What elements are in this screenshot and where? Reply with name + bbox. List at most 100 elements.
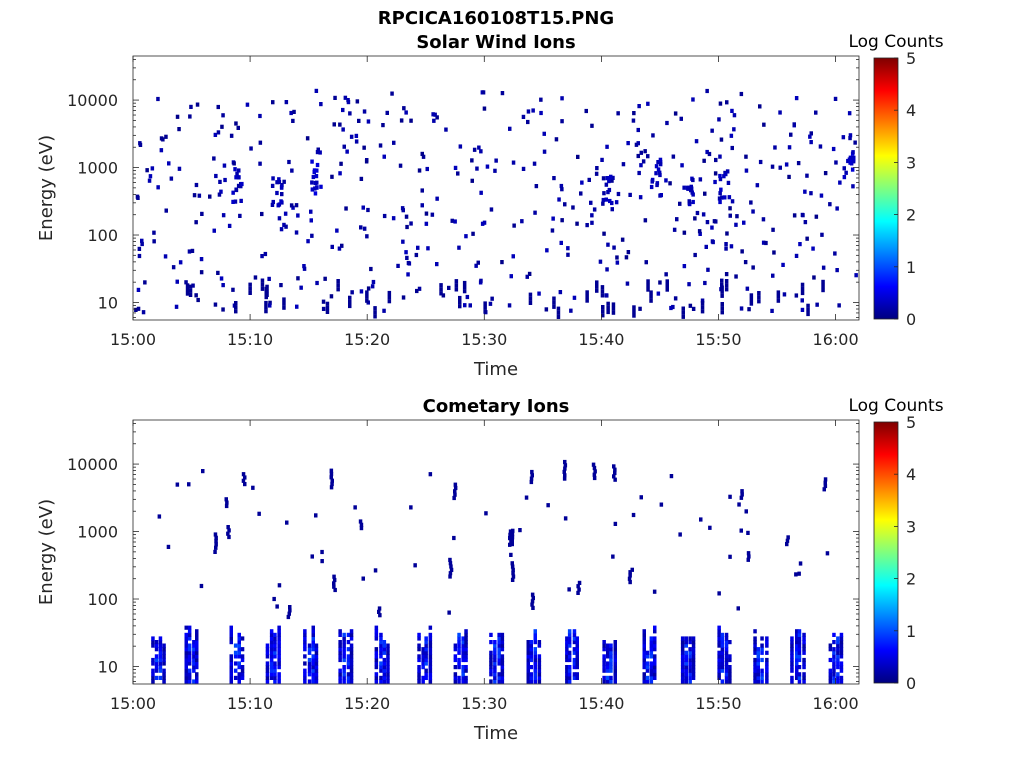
data-burst-cell bbox=[379, 632, 383, 637]
data-burst-cell bbox=[565, 640, 569, 645]
data-burst-cell bbox=[489, 668, 493, 673]
data-cell bbox=[439, 283, 443, 288]
data-cell bbox=[258, 161, 262, 166]
data-cell bbox=[719, 137, 724, 142]
data-burst-cell bbox=[273, 650, 277, 655]
data-burst-cell bbox=[567, 665, 572, 670]
data-cell bbox=[841, 135, 846, 140]
data-cell bbox=[746, 551, 751, 556]
data-burst-cell bbox=[464, 640, 468, 645]
data-cell bbox=[387, 299, 392, 304]
data-cell bbox=[566, 246, 570, 251]
data-cell bbox=[652, 589, 657, 594]
data-burst-cell bbox=[342, 640, 346, 645]
data-cell bbox=[610, 178, 614, 183]
data-burst-cell bbox=[688, 668, 692, 673]
data-burst-cell bbox=[154, 643, 159, 648]
data-burst-cell bbox=[269, 636, 274, 641]
data-cell bbox=[566, 252, 570, 257]
data-burst-cell bbox=[828, 668, 833, 673]
data-cell bbox=[294, 230, 299, 235]
data-burst-cell bbox=[724, 665, 729, 670]
data-burst-cell bbox=[802, 672, 806, 677]
data-burst-cell bbox=[240, 636, 245, 641]
data-cell bbox=[656, 291, 661, 296]
data-cell bbox=[214, 173, 218, 179]
data-burst-cell bbox=[184, 632, 188, 637]
data-cell bbox=[646, 287, 650, 292]
data-burst-cell bbox=[765, 665, 769, 670]
data-cell bbox=[576, 584, 580, 589]
data-cell bbox=[310, 233, 314, 238]
data-burst-cell bbox=[795, 636, 799, 641]
data-burst-cell bbox=[307, 657, 312, 663]
data-burst-cell bbox=[187, 643, 192, 648]
data-burst-cell bbox=[756, 654, 760, 659]
y-axis-label: Energy (eV) bbox=[36, 499, 57, 605]
data-cell bbox=[409, 118, 413, 123]
data-cell bbox=[532, 161, 537, 166]
data-cell bbox=[508, 542, 512, 547]
data-burst-cell bbox=[691, 661, 696, 666]
data-cell bbox=[332, 122, 336, 127]
data-cell bbox=[665, 283, 669, 288]
data-burst-cell bbox=[613, 679, 617, 684]
data-burst-cell bbox=[311, 647, 315, 652]
data-burst-cell bbox=[273, 675, 277, 680]
data-cell bbox=[337, 246, 342, 251]
data-burst-cell bbox=[428, 665, 433, 670]
data-burst-cell bbox=[691, 643, 696, 648]
data-cell bbox=[357, 118, 361, 123]
data-cell bbox=[606, 309, 610, 315]
colorbar-tick-label: 0 bbox=[906, 310, 916, 329]
data-burst-cell bbox=[684, 640, 688, 645]
data-burst-cell bbox=[756, 672, 760, 677]
data-burst-cell bbox=[753, 657, 757, 663]
data-burst-cell bbox=[489, 672, 493, 677]
data-cell bbox=[378, 143, 383, 148]
data-burst-cell bbox=[303, 632, 307, 637]
data-cell bbox=[529, 476, 534, 481]
data-burst-cell bbox=[691, 636, 696, 641]
data-burst-cell bbox=[346, 654, 351, 659]
data-cell bbox=[627, 576, 632, 581]
data-burst-cell bbox=[613, 672, 617, 677]
data-burst-cell bbox=[346, 657, 351, 663]
data-burst-cell bbox=[417, 647, 421, 652]
data-cell bbox=[325, 305, 330, 310]
data-cell bbox=[594, 171, 599, 176]
data-cell bbox=[651, 133, 655, 138]
data-cell bbox=[526, 119, 530, 125]
data-cell bbox=[550, 228, 555, 233]
data-cell bbox=[134, 307, 138, 312]
data-burst-cell bbox=[756, 650, 760, 655]
data-cell bbox=[216, 270, 220, 275]
data-burst-cell bbox=[645, 675, 650, 680]
data-cluster-cell bbox=[682, 185, 686, 190]
data-burst-cell bbox=[349, 629, 354, 634]
data-cell bbox=[591, 462, 596, 467]
data-cell bbox=[189, 104, 193, 109]
data-cell bbox=[720, 302, 724, 307]
x-tick-label: 15:30 bbox=[461, 694, 507, 713]
data-burst-cell bbox=[489, 665, 493, 670]
data-cell bbox=[268, 303, 272, 308]
data-cluster-cell bbox=[844, 170, 848, 175]
data-burst-cell bbox=[839, 643, 844, 648]
data-burst-cell bbox=[602, 661, 606, 666]
data-cell bbox=[192, 193, 197, 198]
data-cluster-cell bbox=[658, 172, 662, 178]
data-cell bbox=[720, 278, 724, 283]
data-cell bbox=[659, 193, 663, 198]
data-burst-cell bbox=[457, 640, 461, 645]
data-burst-cell bbox=[229, 629, 233, 634]
data-cell bbox=[234, 301, 238, 306]
data-cell bbox=[833, 96, 838, 101]
data-cell bbox=[823, 477, 828, 482]
data-cluster-cell bbox=[687, 202, 692, 207]
data-burst-cell bbox=[567, 672, 572, 677]
data-cell bbox=[621, 162, 626, 167]
data-burst-cell bbox=[720, 647, 725, 652]
data-burst-cell bbox=[828, 657, 833, 663]
data-burst-cell bbox=[424, 675, 428, 680]
